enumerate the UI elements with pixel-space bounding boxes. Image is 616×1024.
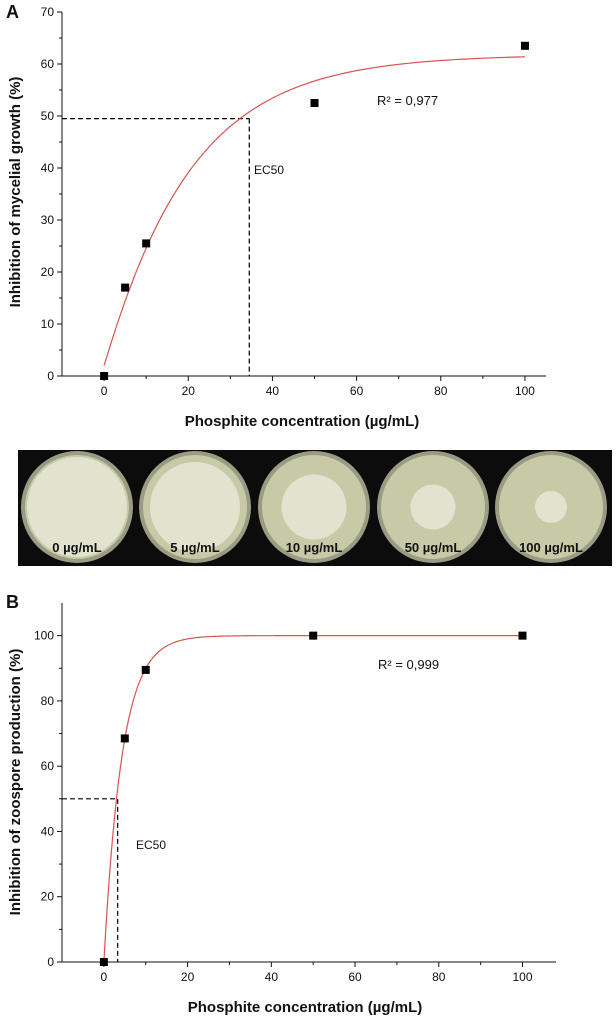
panel-a-x-axis-title: Phosphite concentration (µg/mL)	[185, 413, 419, 430]
panel-b-x-tick-label: 40	[265, 970, 279, 984]
panel-b-y-tick-label: 80	[41, 694, 55, 708]
panel-a-data-point	[121, 283, 130, 292]
petri-dish: 50 µg/mL	[377, 451, 489, 563]
panel-b-x-tick-label: 0	[101, 970, 108, 984]
panel-a-x-ticks: 0 20 40 60 80 100	[101, 376, 535, 398]
panel-b-points	[99, 631, 527, 966]
panel-a-x-tick-label: 80	[434, 384, 448, 398]
panel-b-data-point	[120, 734, 129, 743]
panel-b-x-tick-label: 20	[181, 970, 195, 984]
panel-a-data-point	[142, 239, 151, 248]
panel-a-data-point	[310, 99, 319, 107]
panel-b-data-point	[518, 631, 527, 640]
panel-b-y-tick-label: 60	[41, 759, 55, 773]
panel-a-r2-label: R² = 0,977	[377, 93, 438, 108]
petri-dish-photo-strip: 0 µg/mL 5 µg/mL 10 µg/mL 50 µg/mL 100 µg…	[18, 450, 612, 566]
petri-dishes: 0 µg/mL 5 µg/mL 10 µg/mL 50 µg/mL 100 µg…	[21, 451, 607, 563]
panel-b-x-tick-label: 80	[432, 970, 446, 984]
panel-a-y-tick-label: 20	[41, 265, 55, 279]
panel-b-data-point	[141, 665, 150, 674]
panel-b-data-point	[309, 631, 318, 640]
petri-dish: 100 µg/mL	[495, 451, 607, 563]
panel-a-letter: A	[6, 2, 19, 22]
panel-a-y-tick-label: 60	[41, 57, 55, 71]
panel-b-x-tick-label: 60	[348, 970, 362, 984]
panel-b-x-ticks: 0 20 40 60 80 100	[101, 962, 533, 984]
panel-a-ec50-label: EC50	[254, 163, 284, 177]
panel-b-y-tick-label: 20	[41, 890, 55, 904]
panel-b-x-tick-label: 100	[512, 970, 532, 984]
panel-b-y-axis-title: Inhibition of zoospore production (%)	[7, 649, 24, 916]
panel-a-data-point	[520, 41, 529, 50]
panel-b-ec50-lines	[62, 798, 119, 962]
panel-a-fit-curve	[103, 56, 525, 366]
panel-a-y-tick-label: 0	[47, 369, 54, 383]
panel-b-fit-curve	[103, 635, 523, 963]
panel-a-y-tick-label: 70	[41, 5, 55, 19]
panel-b-r2-label: R² = 0,999	[378, 657, 439, 672]
panel-a-x-tick-label: 0	[101, 384, 108, 398]
panel-b-letter: B	[6, 592, 19, 612]
petri-dish: 5 µg/mL	[139, 451, 251, 563]
panel-a-x-tick-label: 20	[182, 384, 196, 398]
dish-label: 50 µg/mL	[405, 540, 462, 555]
panel-a-x-tick-label: 40	[266, 384, 280, 398]
panel-b-y-tick-label: 100	[34, 629, 54, 643]
panel-a-points	[100, 41, 529, 380]
panel-a-y-ticks: 0 10 20 30 40 50 60 70	[41, 5, 62, 383]
panel-a-ec50-lines	[62, 117, 250, 376]
dish-label: 5 µg/mL	[170, 540, 219, 555]
panel-a-y-tick-label: 10	[41, 317, 55, 331]
panel-a-chart: A 0 10 20 30 40 50 60 70 0 20 40 60 80 100 R² = 0,97…	[6, 2, 546, 430]
panel-a-y-tick-label: 40	[41, 161, 55, 175]
panel-a-y-tick-label: 30	[41, 213, 55, 227]
petri-dish: 10 µg/mL	[258, 451, 370, 563]
panel-b-data-point	[99, 958, 108, 966]
panel-a-y-tick-label: 50	[41, 109, 55, 123]
panel-b-x-axis-title: Phosphite concentration (µg/mL)	[188, 999, 422, 1016]
panel-b-y-tick-label: 0	[47, 955, 54, 969]
petri-dish: 0 µg/mL	[21, 451, 133, 563]
panel-a-x-tick-label: 60	[350, 384, 364, 398]
panel-b-ec50-label: EC50	[136, 838, 166, 852]
panel-a-data-point	[100, 372, 109, 380]
panel-a-x-tick-label: 100	[515, 384, 535, 398]
panel-b-chart: B 0 20 40 60 80 100 0 20 40 60 80 100 R² = 0,999 E…	[6, 592, 556, 1016]
panel-b-y-tick-label: 40	[41, 824, 55, 838]
dish-label: 100 µg/mL	[519, 540, 583, 555]
panel-a-y-axis-title: Inhibition of mycelial growth (%)	[7, 77, 24, 308]
dish-label: 10 µg/mL	[286, 540, 343, 555]
dish-label: 0 µg/mL	[52, 540, 101, 555]
panel-b-y-ticks: 0 20 40 60 80 100	[34, 629, 62, 969]
